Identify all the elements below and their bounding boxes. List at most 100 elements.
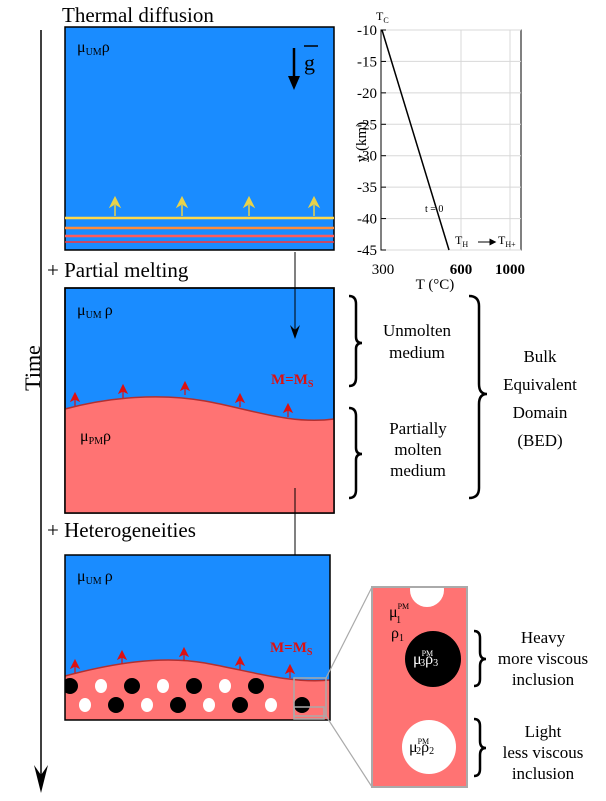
melt-arrow [117,383,129,398]
zoom-mu3-rho3-label: μPM 3ρ3 [413,649,438,669]
panel1-box [64,26,335,251]
chart-frame [380,29,522,251]
connector-1-2-head [290,325,300,339]
chart-curve-t0 [381,29,450,251]
gravity-arrow-head [288,76,300,90]
chart-grid [381,29,521,251]
heavy-inclusion-dot [186,678,202,694]
light-label-2: less viscous [503,743,584,762]
zoom-mu2-rho2-label: μPM 2ρ2 [409,737,434,757]
light-inclusion-dot [265,754,277,768]
heavy-inclusion-dot [232,697,248,713]
heavy-inclusion-dot [170,697,186,713]
zoom-partial-inclusion [410,587,444,607]
heavy-inclusion-dot [108,753,124,769]
panel3-inclusions [62,678,326,769]
heat-arrow [242,195,256,216]
heat-arrows [108,195,321,216]
brace-partial [348,406,363,500]
melt-arrow [284,663,296,678]
light-inclusion [402,720,456,774]
light-label-3: inclusion [512,764,575,783]
panel2-pm-label: μPMρ [80,428,111,447]
light-inclusion-dot [203,698,215,712]
panel1-title: Thermal diffusion [62,3,214,27]
time-axis-arrowhead [34,765,48,793]
light-inclusion-dot [95,726,107,740]
time-label: Time [20,345,45,391]
chart-y-ticks: -10 -15 -20 -25 -30 -35 -40 -45 [357,23,386,259]
chart-ytick-label: -30 [357,149,377,165]
heavy-inclusion-dot [310,725,326,741]
light-inclusion-dot [157,726,169,740]
chart-ytick-label: -45 [357,243,377,259]
chart-ytick-label: -35 [357,180,377,196]
bed-label-3: Domain [513,403,568,422]
zoom-mu1-label: μPM 1 [389,602,409,626]
panel2-mu-label: μUM ρ [77,302,113,321]
light-inclusion-dot [219,726,231,740]
heavy-inclusion-dot [294,753,310,769]
brace-unmolten [348,294,363,388]
temperature-profile-chart: -10 -15 -20 -25 -30 -35 -40 -45 t = 0 TC TH TH+… [354,9,525,293]
heavy-inclusion-dot [124,678,140,694]
zoom-selection-box [293,677,327,717]
chart-xtick-300: 300 [372,262,395,278]
chart-ytick-label: -20 [357,86,377,102]
panel2-title: + Partial melting [47,258,189,282]
bed-label-4: (BED) [517,431,562,450]
heavy-inclusion-dot [62,725,78,741]
heavy-label-1: Heavy [521,628,566,647]
partial-label-2: molten [394,440,442,459]
heavy-inclusion-dot [108,697,124,713]
bed-label-2: Equivalent [503,375,577,394]
heavy-inclusion [405,631,461,687]
melt-arrow [282,402,294,417]
light-inclusion-dot [141,754,153,768]
melt-arrow [178,646,190,661]
gravity-symbol: g [304,50,315,75]
heavy-inclusion-dot [248,678,264,694]
panel3-mu-label: μUM ρ [77,568,113,587]
bed-label-1: Bulk [523,347,557,366]
melt-arrow [234,392,246,407]
panel2-melt-front [64,396,335,422]
panel3-melt-arrows [69,646,296,678]
brace-light [473,717,487,778]
melt-arrow [234,655,246,670]
tc-label: TC [376,9,389,25]
unmolten-label-1: Unmolten [383,321,451,340]
light-inclusion-dot [219,679,231,693]
heavy-label-3: inclusion [512,670,575,689]
panel3-melt-front [64,659,331,682]
light-inclusion-dot [141,698,153,712]
heavy-inclusion-dot [170,753,186,769]
panel2-melt-arrows [69,380,294,417]
thplus-label: TH+ [498,233,516,249]
unmolten-label-2: medium [389,343,445,362]
light-inclusion-dot [95,679,107,693]
brace-bed [468,294,488,500]
partial-label-3: medium [390,461,446,480]
partial-label-1: Partially [389,419,447,438]
heavy-label-2: more viscous [498,649,588,668]
light-inclusion-dot [157,679,169,693]
light-inclusion-dot [79,754,91,768]
panel3-title: + Heterogeneities [47,518,196,542]
chart-ytick-label: -25 [357,117,377,133]
th-label: TH [455,233,468,249]
light-inclusion-dot [281,726,293,740]
panel3-frame [64,554,331,721]
chart-xlabel: T (°C) [416,277,455,293]
curve-label: t = 0 [425,204,443,215]
melt-arrow [69,391,81,406]
heat-arrow [108,195,122,216]
chart-xtick-600: 600 [450,262,473,278]
heavy-inclusion-dot [124,725,140,741]
chart-ytick-label: -10 [357,23,377,39]
zoom-rho1-label: ρ1 [391,625,404,644]
heavy-inclusion-dot [186,725,202,741]
chart-ytick-label: -40 [357,212,377,228]
light-inclusion-dot [79,698,91,712]
zoom-connector-top [325,586,373,679]
